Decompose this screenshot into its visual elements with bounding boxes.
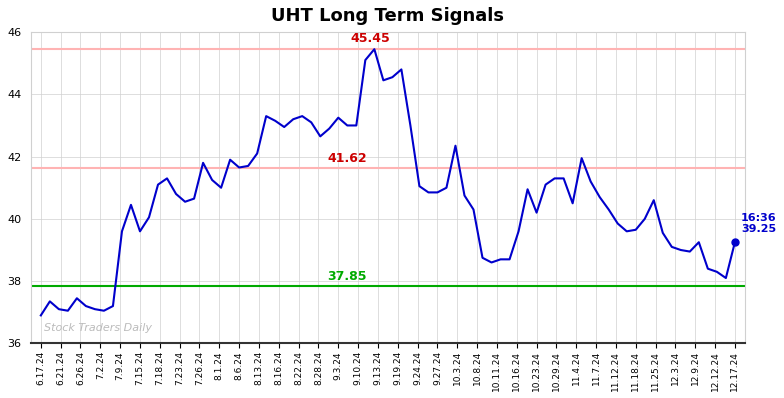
Text: 16:36
39.25: 16:36 39.25 — [741, 213, 776, 234]
Text: 45.45: 45.45 — [350, 33, 390, 45]
Text: 37.85: 37.85 — [328, 270, 367, 283]
Title: UHT Long Term Signals: UHT Long Term Signals — [271, 7, 504, 25]
Text: Stock Traders Daily: Stock Traders Daily — [44, 322, 152, 332]
Text: 41.62: 41.62 — [328, 152, 367, 165]
